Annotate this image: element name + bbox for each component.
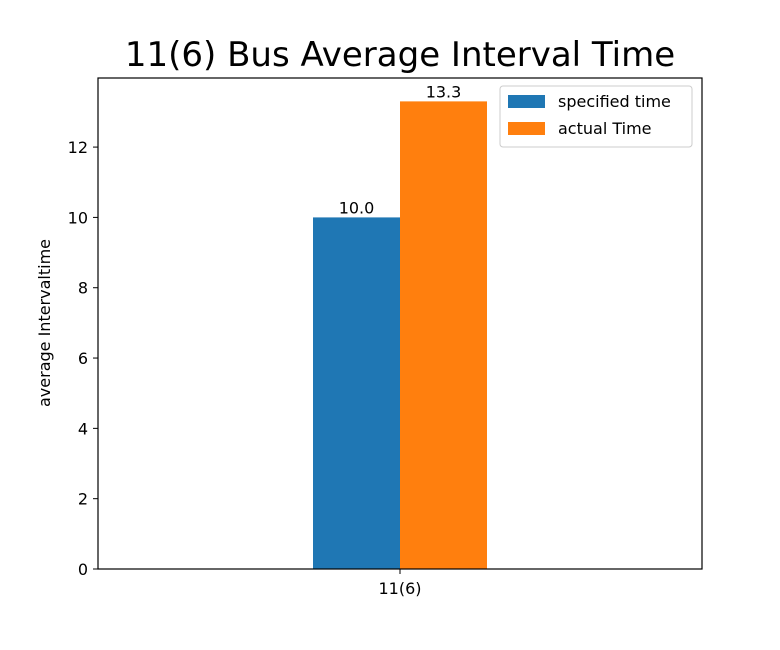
bars-group bbox=[313, 101, 487, 569]
y-tick-label: 2 bbox=[78, 490, 88, 509]
y-tick-label: 10 bbox=[68, 208, 88, 227]
y-axis-ticks: 0 2 4 6 8 10 12 bbox=[68, 138, 98, 579]
chart-title: 11(6) Bus Average Interval Time bbox=[125, 35, 675, 75]
plot-frame bbox=[97, 77, 703, 570]
bar-value-label: 13.3 bbox=[426, 82, 462, 101]
y-tick-label: 0 bbox=[78, 560, 88, 579]
bar-labels-group: 10.0 13.3 bbox=[339, 82, 462, 217]
y-tick-label: 4 bbox=[78, 419, 88, 438]
legend-label: specified time bbox=[558, 92, 671, 111]
y-tick-label: 6 bbox=[78, 349, 88, 368]
y-tick-label: 8 bbox=[78, 279, 88, 298]
bar-value-label: 10.0 bbox=[339, 198, 375, 217]
legend: specified time actual Time bbox=[499, 85, 693, 148]
y-tick-label: 12 bbox=[68, 138, 88, 157]
bar-actual-time bbox=[400, 101, 487, 569]
x-tick-label: 11(6) bbox=[378, 579, 421, 598]
y-axis-label: average Intervaltime bbox=[35, 239, 54, 407]
bar-specified-time bbox=[313, 217, 400, 569]
legend-swatch bbox=[508, 95, 545, 108]
legend-label: actual Time bbox=[558, 119, 652, 138]
x-axis-ticks: 11(6) bbox=[378, 569, 422, 598]
legend-swatch bbox=[508, 122, 545, 135]
legend-box bbox=[499, 85, 693, 148]
